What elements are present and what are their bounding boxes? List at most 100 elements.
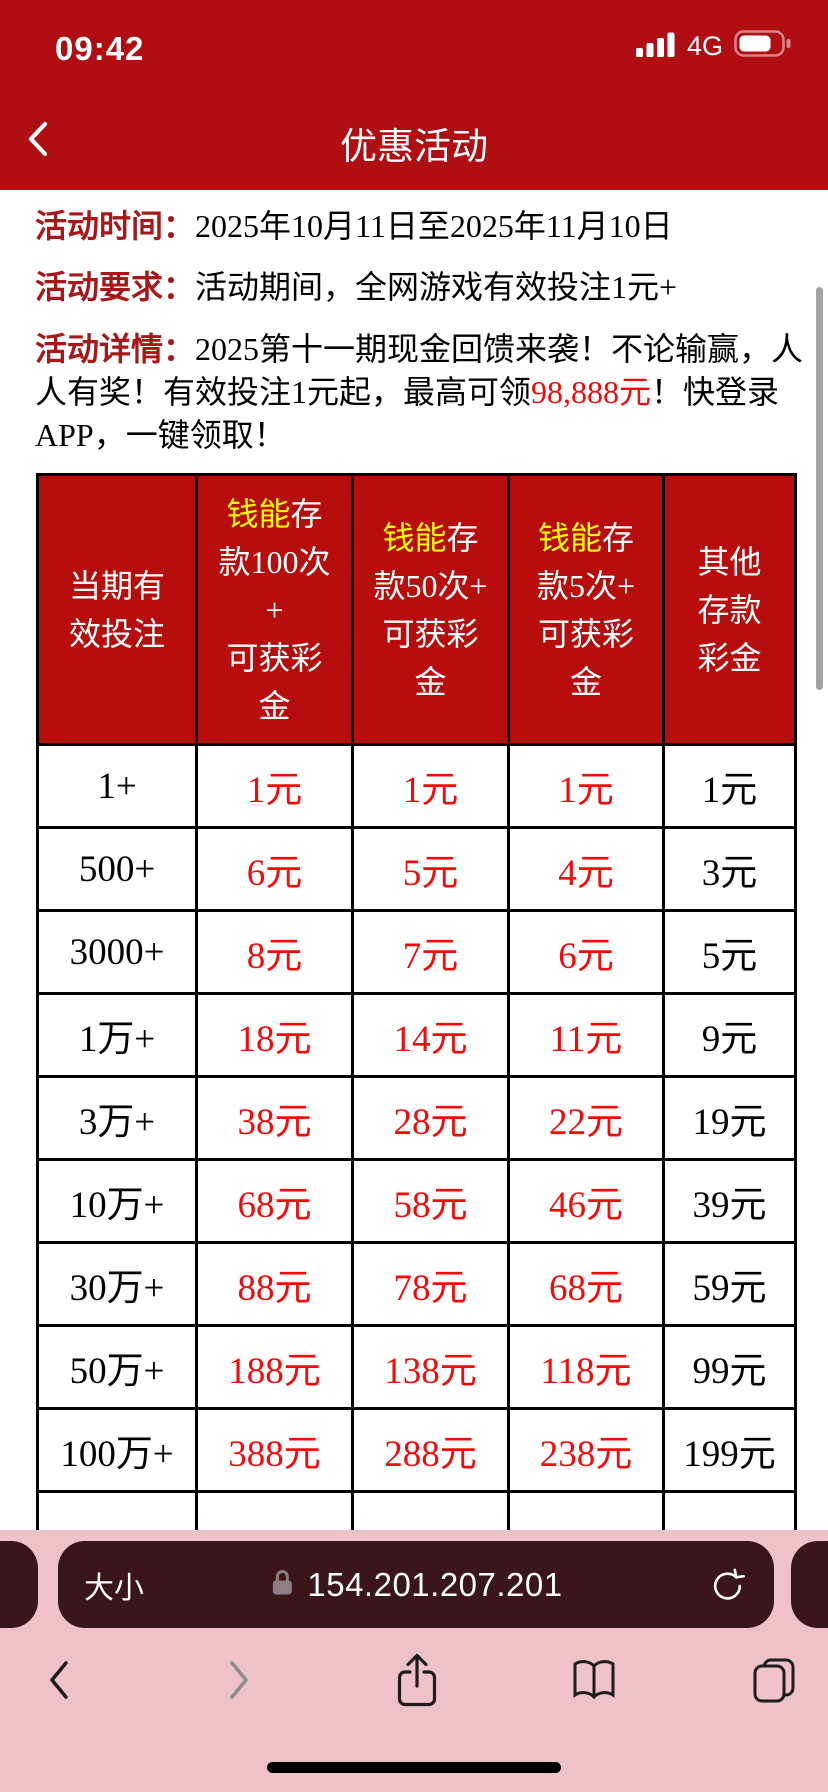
nav-back-button[interactable] xyxy=(24,120,50,158)
bonus-value-cell: 1元 xyxy=(351,743,510,829)
bonus-value-cell: 288元 xyxy=(351,1407,510,1493)
table-row: 3万+ 38元 28元 22元 19元 xyxy=(36,1075,797,1161)
table-header-row: 当期有 效投注 钱能存 款100次 + 可获彩金钱能存 款50次+ 可获彩金钱能存 款5次+ 可获… xyxy=(36,473,797,746)
bonus-value-cell: 11元 xyxy=(507,992,665,1078)
bonus-value-cell: 28元 xyxy=(351,1075,510,1161)
bonus-value-cell: 388元 xyxy=(195,1407,354,1493)
bet-amount-cell: 500+ xyxy=(36,826,198,912)
page-content: 活动时间：2025年10月11日至2025年11月10日 活动要求：活动期间，全… xyxy=(0,190,828,1576)
table-row: 1万+ 18元 14元 11元 9元 xyxy=(36,992,797,1078)
bonus-table: 当期有 效投注 钱能存 款100次 + 可获彩金钱能存 款50次+ 可获彩金钱能存 款5次+ 可获… xyxy=(36,473,797,1576)
bonus-value-cell: 88元 xyxy=(195,1241,354,1327)
signal-bars-icon xyxy=(635,30,676,63)
bonus-value-cell: 39元 xyxy=(662,1158,797,1244)
browser-bottom-chrome: 大小 154.201.207.201 xyxy=(0,1530,828,1792)
table-row: 3000+ 8元 7元 6元 5元 xyxy=(36,909,797,995)
url-group: 154.201.207.201 xyxy=(269,1541,562,1628)
table-row: 10万+ 68元 58元 46元 39元 xyxy=(36,1158,797,1244)
status-time: 09:42 xyxy=(55,30,145,67)
bonus-value-cell: 5元 xyxy=(662,909,797,995)
promo-line-require: 活动要求：活动期间，全网游戏有效投注1元+ xyxy=(35,267,805,307)
bonus-value-cell: 14元 xyxy=(351,992,510,1078)
table-row: 30万+ 88元 78元 68元 59元 xyxy=(36,1241,797,1327)
browser-toolbar xyxy=(0,1652,828,1713)
promo-time-text: 2025年10月11日至2025年11月10日 xyxy=(195,208,673,244)
status-icons: 4G xyxy=(635,30,792,63)
font-size-button[interactable]: 大小 xyxy=(84,1571,144,1605)
status-bar: 09:42 4G xyxy=(0,24,828,68)
bonus-value-cell: 68元 xyxy=(195,1158,354,1244)
promo-detail-label: 活动详情： xyxy=(35,331,196,367)
padlock-icon xyxy=(269,1567,295,1602)
chevron-left-icon xyxy=(24,121,50,162)
network-label: 4G xyxy=(686,30,723,61)
reload-button[interactable] xyxy=(709,1566,746,1603)
bet-amount-cell: 1+ xyxy=(36,743,198,829)
promo-detail-text-after: ！快登录APP，一键领取！ xyxy=(35,374,780,453)
adjacent-tab-right-fragment[interactable] xyxy=(791,1541,828,1628)
bet-amount-cell: 100万+ xyxy=(36,1407,198,1493)
bonus-value-cell: 99元 xyxy=(662,1324,797,1410)
promo-require-label: 活动要求： xyxy=(35,269,196,305)
browser-back-button[interactable] xyxy=(31,1654,87,1710)
bonus-value-cell: 18元 xyxy=(195,992,354,1078)
bonus-value-cell: 58元 xyxy=(351,1158,510,1244)
bonus-value-cell: 138元 xyxy=(351,1324,510,1410)
adjacent-tab-left-fragment[interactable] xyxy=(0,1541,38,1628)
bonus-value-cell: 199元 xyxy=(662,1407,797,1493)
bet-amount-cell: 50万+ xyxy=(36,1324,198,1410)
nav-bar: 优惠活动 xyxy=(0,108,828,168)
bonus-value-cell: 238元 xyxy=(507,1407,665,1493)
table-header-cell: 钱能存 款50次+ 可获彩金 xyxy=(351,473,510,746)
table-header-cell: 钱能存 款5次+ 可获彩金 xyxy=(507,473,665,746)
bonus-value-cell: 59元 xyxy=(662,1241,797,1327)
promo-line-time: 活动时间：2025年10月11日至2025年11月10日 xyxy=(35,190,805,246)
browser-forward-button[interactable] xyxy=(211,1654,267,1710)
share-up-arrow-icon xyxy=(395,1652,439,1713)
address-bar[interactable]: 大小 154.201.207.201 xyxy=(58,1541,774,1628)
tabs-button[interactable] xyxy=(746,1654,802,1710)
bonus-value-cell: 1元 xyxy=(662,743,797,829)
promo-max-amount: 98,888元 xyxy=(531,374,652,410)
bet-amount-cell: 10万+ xyxy=(36,1158,198,1244)
bonus-value-cell: 38元 xyxy=(195,1075,354,1161)
tab-squares-icon xyxy=(751,1657,797,1708)
chevron-forward-icon xyxy=(225,1658,253,1707)
bonus-value-cell: 68元 xyxy=(507,1241,665,1327)
open-book-icon xyxy=(570,1657,618,1708)
bonus-value-cell: 1元 xyxy=(507,743,665,829)
table-header-cell: 其他 存款 彩金 xyxy=(662,473,797,746)
table-row: 500+ 6元 5元 4元 3元 xyxy=(36,826,797,912)
bonus-value-cell: 6元 xyxy=(507,909,665,995)
page-title: 优惠活动 xyxy=(340,126,488,167)
bonus-value-cell: 1元 xyxy=(195,743,354,829)
promo-require-text: 活动期间，全网游戏有效投注1元+ xyxy=(195,269,678,305)
table-header-cell: 钱能存 款100次 + 可获彩金 xyxy=(195,473,354,746)
bonus-value-cell: 4元 xyxy=(507,826,665,912)
url-text: 154.201.207.201 xyxy=(307,1565,563,1603)
table-header-cell: 当期有 效投注 xyxy=(36,473,198,746)
chevron-back-icon xyxy=(45,1658,73,1707)
bonus-value-cell: 7元 xyxy=(351,909,510,995)
circular-arrow-icon xyxy=(709,1568,746,1607)
bonus-value-cell: 8元 xyxy=(195,909,354,995)
page-scrollbar[interactable] xyxy=(816,287,823,690)
table-row: 1+ 1元 1元 1元 1元 xyxy=(36,743,797,829)
table-row: 50万+ 188元 138元 118元 99元 xyxy=(36,1324,797,1410)
bonus-value-cell: 46元 xyxy=(507,1158,665,1244)
share-button[interactable] xyxy=(389,1652,445,1713)
bookmarks-button[interactable] xyxy=(566,1654,622,1710)
home-indicator[interactable] xyxy=(267,1762,561,1773)
bonus-value-cell: 19元 xyxy=(662,1075,797,1161)
promo-time-label: 活动时间： xyxy=(35,208,196,244)
header-band: 09:42 4G xyxy=(0,0,828,190)
bonus-value-cell: 22元 xyxy=(507,1075,665,1161)
bet-amount-cell: 3万+ xyxy=(36,1075,198,1161)
promo-detail-text: 2025第十一期现金回馈来袭！不论输赢，人人有奖！有效投注1元起，最高可领 xyxy=(35,331,804,410)
bet-amount-cell: 3000+ xyxy=(36,909,198,995)
bonus-value-cell: 9元 xyxy=(662,992,797,1078)
bonus-value-cell: 118元 xyxy=(507,1324,665,1410)
bet-amount-cell: 30万+ xyxy=(36,1241,198,1327)
bet-amount-cell: 1万+ xyxy=(36,992,198,1078)
